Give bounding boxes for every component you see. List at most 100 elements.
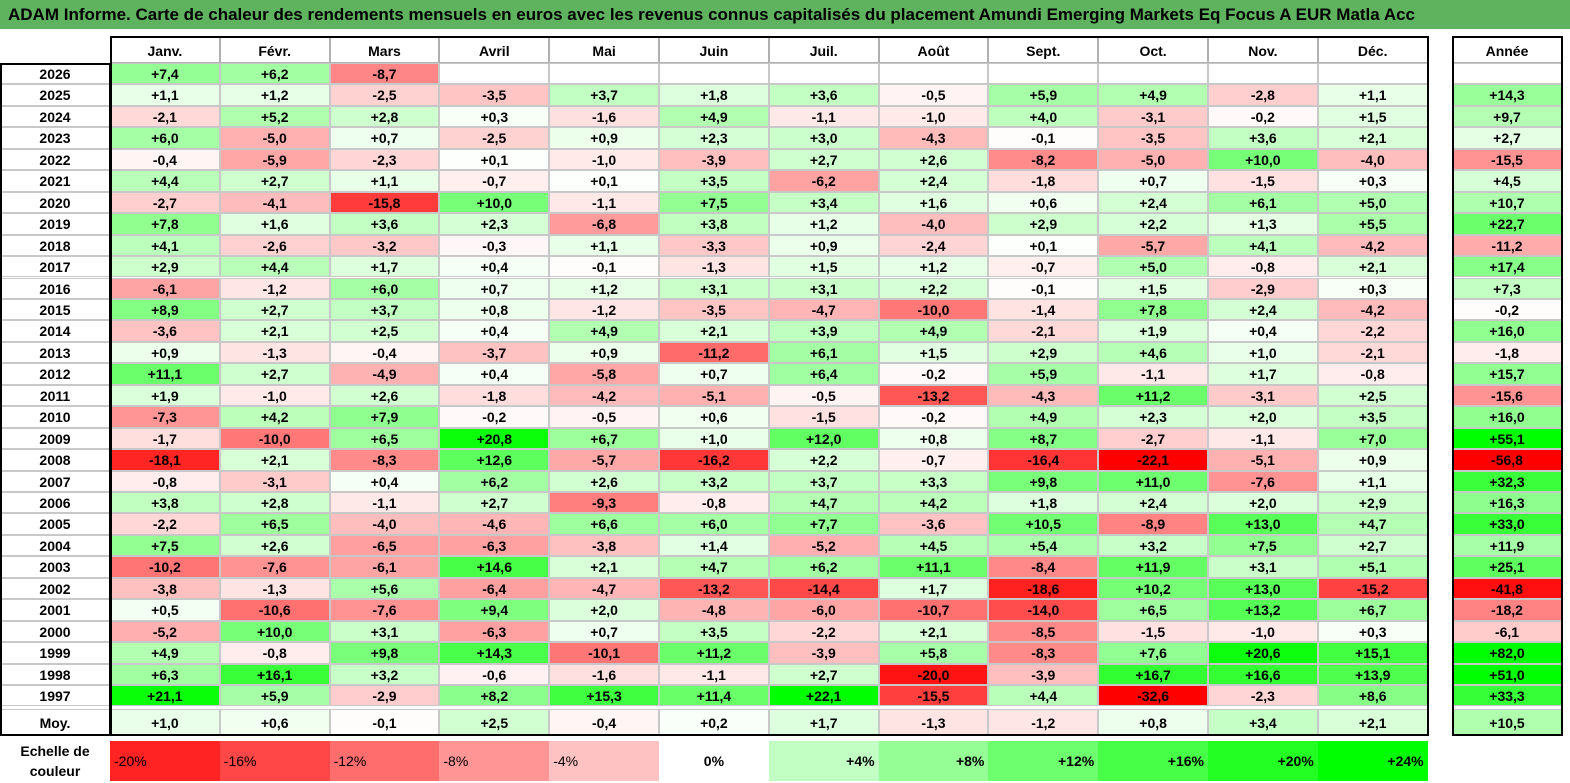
heatmap-cell: -2,2 — [768, 620, 879, 643]
heatmap-cell — [659, 63, 769, 85]
heatmap-cell: +2,8 — [219, 492, 330, 514]
heatmap-cell: -10,7 — [878, 599, 989, 621]
year-label: 2004 — [0, 534, 110, 557]
heatmap-cell: -2,5 — [439, 127, 550, 149]
heatmap-cell: +0,9 — [768, 234, 879, 257]
heatmap-cell: +22,1 — [768, 685, 879, 707]
heatmap-cell: +7,6 — [1098, 642, 1208, 664]
annual-cell: -1,8 — [1452, 341, 1562, 364]
heatmap-cell: +6,5 — [329, 427, 440, 450]
heatmap-cell: +1,2 — [878, 256, 989, 278]
heatmap-cell: +6,2 — [219, 63, 330, 85]
year-label: 1999 — [0, 642, 110, 664]
heatmap-cell: +5,2 — [219, 105, 330, 128]
heatmap-cell: +0,5 — [110, 599, 220, 621]
heatmap-cell: +5,6 — [329, 577, 440, 600]
heatmap-cell: -5,7 — [1098, 234, 1208, 257]
heatmap-cell: -1,3 — [659, 256, 769, 278]
heatmap-cell: +1,7 — [878, 577, 989, 600]
annual-cell: -0,2 — [1452, 298, 1562, 321]
heatmap-cell: +3,5 — [659, 170, 769, 192]
scale-swatch: +4% — [768, 741, 879, 781]
heatmap-cell: +2,1 — [219, 320, 330, 342]
heatmap-cell: +20,6 — [1208, 642, 1318, 664]
heatmap-cell: -3,1 — [219, 470, 330, 492]
heatmap-cell — [1098, 63, 1208, 85]
heatmap-cell: +3,9 — [768, 320, 879, 342]
annual-cell: +51,0 — [1452, 663, 1562, 686]
heatmap-cell: -0,5 — [768, 384, 879, 407]
scale-swatch: 0% — [659, 741, 769, 781]
annual-cell: +4,5 — [1452, 170, 1562, 192]
heatmap-cell: +0,7 — [1098, 170, 1208, 192]
heatmap-cell: +2,9 — [988, 341, 1099, 364]
heatmap-cell: -0,8 — [110, 470, 220, 492]
heatmap-cell: +5,9 — [988, 363, 1099, 385]
heatmap-cell: -3,2 — [329, 234, 440, 257]
annual-cell: -56,8 — [1452, 449, 1562, 471]
heatmap-cell: -4,0 — [1317, 148, 1428, 171]
heatmap-cell: +2,1 — [1317, 127, 1428, 149]
heatmap-cell: +10,5 — [988, 513, 1099, 535]
heatmap-cell: +4,2 — [878, 492, 989, 514]
year-label: 2006 — [0, 492, 110, 514]
year-label: 2026 — [0, 63, 110, 85]
heatmap-cell: +1,1 — [329, 170, 440, 192]
heatmap-cell — [439, 63, 550, 85]
heatmap-cell: +2,7 — [768, 148, 879, 171]
average-cell: -0,1 — [329, 708, 440, 735]
scale-swatch: -12% — [329, 741, 440, 781]
heatmap-cell: -1,3 — [219, 341, 330, 364]
heatmap-cell: +2,1 — [659, 320, 769, 342]
heatmap-cell: -4,3 — [878, 127, 989, 149]
annual-cell: +15,7 — [1452, 363, 1562, 385]
average-annual-cell: +10,5 — [1452, 708, 1562, 735]
heatmap-cell: +16,1 — [219, 663, 330, 686]
heatmap-cell: -4,8 — [659, 599, 769, 621]
heatmap-cell: -5,0 — [1098, 148, 1208, 171]
heatmap-cell: +1,1 — [1317, 470, 1428, 492]
heatmap-cell: +15,3 — [549, 685, 659, 707]
heatmap-cell: -0,2 — [878, 406, 989, 428]
heatmap-cell: +11,0 — [1098, 470, 1208, 492]
month-header: Janv. — [110, 37, 220, 63]
heatmap-cell: -1,0 — [1208, 620, 1318, 643]
annual-cell: +33,3 — [1452, 685, 1562, 707]
heatmap-cell: +2,2 — [878, 277, 989, 299]
heatmap-cell: -2,3 — [329, 148, 440, 171]
heatmap-cell: +12,0 — [768, 427, 879, 450]
heatmap-cell: +6,1 — [1208, 191, 1318, 214]
heatmap-cell: +6,0 — [110, 127, 220, 149]
annual-cell: +9,7 — [1452, 105, 1562, 128]
heatmap-cell: +7,5 — [659, 191, 769, 214]
heatmap-cell: -0,1 — [988, 277, 1099, 299]
heatmap-cell: +1,7 — [329, 256, 440, 278]
heatmap-cell: -2,8 — [1208, 84, 1318, 106]
heatmap-cell: +1,3 — [1208, 213, 1318, 235]
heatmap-cell: +0,1 — [988, 234, 1099, 257]
heatmap-cell: -16,2 — [659, 449, 769, 471]
year-label: 2022 — [0, 148, 110, 171]
heatmap-cell: +3,2 — [1098, 534, 1208, 557]
heatmap-cell: +9,8 — [988, 470, 1099, 492]
heatmap-cell: +4,9 — [988, 406, 1099, 428]
heatmap-cell: +5,0 — [1098, 256, 1208, 278]
heatmap-cell: -2,9 — [329, 685, 440, 707]
scale-swatch: +8% — [878, 741, 989, 781]
heatmap-cell: -10,6 — [219, 599, 330, 621]
report-title: ADAM Informe. Carte de chaleur des rende… — [0, 0, 1570, 29]
heatmap-cell: +4,4 — [988, 685, 1099, 707]
heatmap-cell: +2,5 — [1317, 384, 1428, 407]
heatmap-cell: -15,8 — [329, 191, 440, 214]
heatmap-cell: +2,7 — [768, 663, 879, 686]
heatmap-cell: +11,9 — [1098, 556, 1208, 578]
heatmap-cell: -1,8 — [988, 170, 1099, 192]
heatmap-cell: -0,5 — [549, 406, 659, 428]
heatmap-cell: +4,0 — [988, 105, 1099, 128]
heatmap-cell: +6,0 — [659, 513, 769, 535]
heatmap-cell: -0,7 — [878, 449, 989, 471]
heatmap-cell: +7,5 — [1208, 534, 1318, 557]
heatmap-cell — [549, 63, 659, 85]
heatmap-cell: -1,1 — [1098, 363, 1208, 385]
heatmap-cell: +3,2 — [659, 470, 769, 492]
